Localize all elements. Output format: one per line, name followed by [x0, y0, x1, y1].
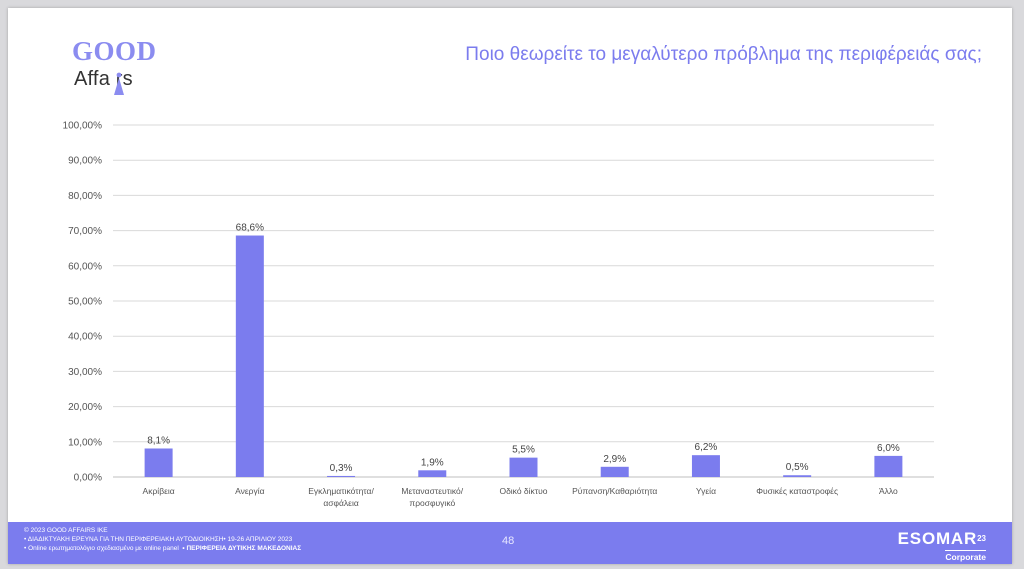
data-label: 2,9%	[603, 454, 626, 465]
footer-region: • ΠΕΡΙΦΕΡΕΙΑ ΔΥΤΙΚΗΣ ΜΑΚΕΔΟΝΙΑΣ	[182, 545, 302, 552]
footer-copyright: © 2023 GOOD AFFAIRS IKE	[24, 527, 108, 534]
data-label: 6,0%	[877, 443, 900, 454]
footer-method: • Online ερωτηματολόγιο σχεδιασμένο με o…	[24, 544, 301, 553]
y-tick-label: 70,00%	[68, 226, 102, 237]
x-tick-label: Υγεία	[696, 486, 716, 496]
bar	[783, 475, 812, 477]
x-tick-label: προσφυγικό	[409, 498, 455, 508]
bar	[874, 455, 903, 477]
y-tick-label: 90,00%	[68, 156, 102, 167]
footer-bar: © 2023 GOOD AFFAIRS IKE • ΔΙΑΔΙΚΤΥΑΚΗ ΕΡ…	[8, 522, 1012, 564]
x-tick-label: Οδικό δίκτυο	[499, 486, 547, 496]
y-tick-label: 10,00%	[68, 437, 102, 448]
footer-survey-info: • ΔΙΑΔΙΚΤΥΑΚΗ ΕΡΕΥΝΑ ΓΙΑ ΤΗΝ ΠΕΡΙΦΕΡΕΙΑΚ…	[24, 536, 293, 543]
y-tick-label: 60,00%	[68, 261, 102, 272]
footer-method-text: • Online ερωτηματολόγιο σχεδιασμένο με o…	[24, 545, 179, 552]
bar	[327, 475, 356, 477]
esomar-name-text: ESOMAR	[897, 529, 978, 548]
x-tick-label: Ρύπανση/Καθαριότητα	[572, 486, 657, 496]
data-label: 68,6%	[236, 223, 264, 234]
good-affairs-logo: GOOD Affa rs	[72, 36, 182, 106]
bar	[418, 470, 447, 477]
esomar-name: ESOMAR23	[898, 530, 986, 547]
bar	[691, 455, 720, 477]
x-tick-label: Ακρίβεια	[143, 486, 175, 496]
bar	[509, 457, 538, 477]
page-number: 48	[502, 535, 515, 547]
data-label: 0,3%	[330, 463, 353, 474]
x-tick-label: Εγκληματικότητα/	[308, 486, 374, 496]
data-label: 1,9%	[421, 457, 444, 468]
bar-chart: 0,00% 10,00% 20,00% 30,00% 40,00% 50,00% 60,00…	[63, 121, 934, 508]
y-tick-label: 40,00%	[68, 332, 102, 343]
bar	[235, 235, 264, 477]
esomar-year: 23	[977, 534, 986, 543]
y-tick-label: 20,00%	[68, 402, 102, 413]
bar	[600, 466, 629, 477]
data-label: 8,1%	[147, 435, 170, 446]
esomar-logo: ESOMAR23 Corporate	[898, 530, 986, 564]
slide: GOOD Affa rs Ποιο θεωρείτε το μεγαλύτερο…	[8, 8, 1012, 564]
data-label: 5,5%	[512, 445, 535, 456]
esomar-corporate: Corporate	[945, 550, 986, 562]
y-tick-label: 100,00%	[63, 121, 103, 132]
logo-figure-icon	[114, 72, 124, 95]
data-label: 0,5%	[786, 462, 809, 473]
footer-credits: © 2023 GOOD AFFAIRS IKE • ΔΙΑΔΙΚΤΥΑΚΗ ΕΡ…	[24, 526, 301, 553]
data-label: 6,2%	[695, 442, 718, 453]
x-tick-label: Φυσικές καταστροφές	[756, 486, 838, 496]
x-tick-label: ασφάλεια	[323, 498, 359, 508]
page-title: Ποιο θεωρείτε το μεγαλύτερο πρόβλημα της…	[465, 44, 982, 65]
y-tick-label: 50,00%	[68, 297, 102, 308]
x-tick-label: Άλλο	[879, 486, 898, 496]
x-tick-label: Ανεργία	[235, 486, 265, 496]
bar	[144, 448, 173, 477]
x-tick-label: Μεταναστευτικό/	[401, 486, 463, 496]
logo-good-text: GOOD	[72, 36, 157, 66]
y-tick-label: 0,00%	[74, 473, 102, 484]
y-tick-label: 30,00%	[68, 367, 102, 378]
y-tick-label: 80,00%	[68, 191, 102, 202]
